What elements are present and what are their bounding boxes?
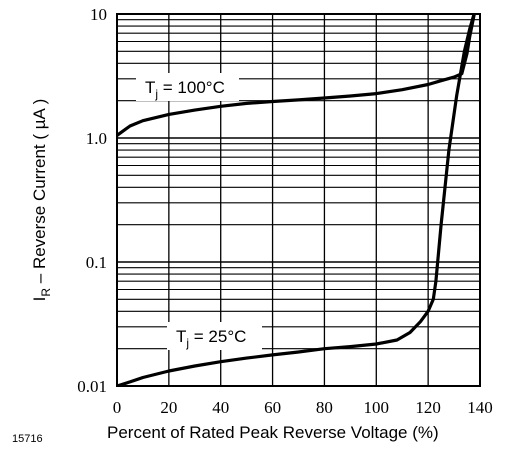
x-tick-label: 20 <box>160 398 177 417</box>
series-label-100-bg <box>136 73 239 101</box>
series-label-25: Tj = 25°C <box>176 327 246 350</box>
y-tick-label: 0.01 <box>77 377 107 396</box>
tick-labels: 0 20 40 60 80 100 120 140 0.01 0.1 1.0 10 <box>77 5 493 417</box>
y-tick-label: 1.0 <box>86 129 107 148</box>
plot-frame <box>116 13 481 387</box>
series-label-100: Tj = 100°C <box>145 78 225 101</box>
grid <box>117 14 480 386</box>
x-tick-label: 40 <box>212 398 229 417</box>
series-line-1 <box>117 13 477 387</box>
series-label-25-bg <box>167 322 262 350</box>
figure-id: 15716 <box>12 433 43 445</box>
x-axis-title: Percent of Rated Peak Reverse Voltage (%… <box>107 423 439 442</box>
y-axis-title: IR – Reverse Current ( µA ) <box>30 99 53 302</box>
x-tick-label: 60 <box>264 398 281 417</box>
x-tick-label: 120 <box>415 398 441 417</box>
y-tick-label: 0.1 <box>86 253 107 272</box>
curves <box>117 13 477 387</box>
x-tick-label: 80 <box>316 398 333 417</box>
x-tick-label: 100 <box>364 398 390 417</box>
x-tick-label: 140 <box>467 398 493 417</box>
x-tick-label: 0 <box>113 398 122 417</box>
y-tick-label: 10 <box>90 5 107 24</box>
